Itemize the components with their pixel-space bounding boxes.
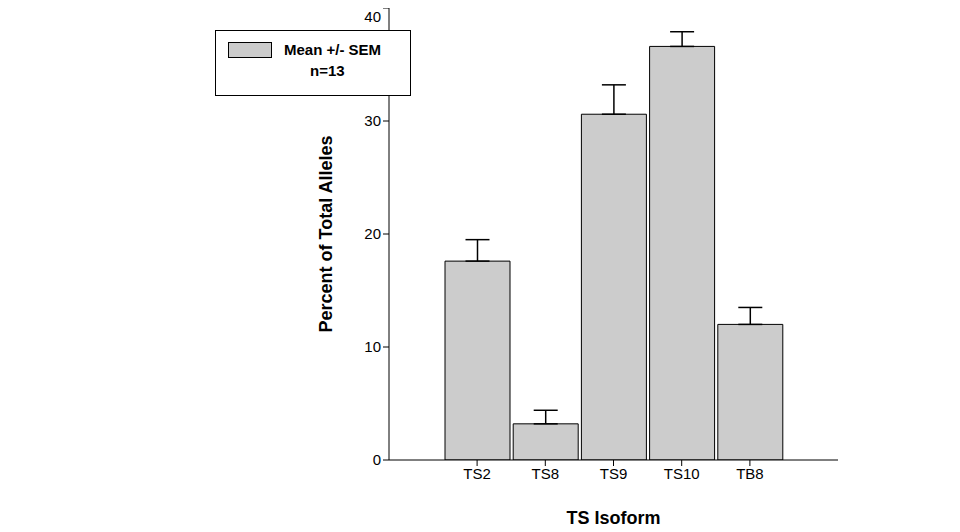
- svg-text:TS10: TS10: [664, 465, 700, 482]
- svg-text:10: 10: [364, 338, 381, 355]
- svg-text:TS2: TS2: [463, 465, 491, 482]
- html-text:Mean +/- SEM: Mean +/- SEM: [284, 41, 382, 58]
- html-text:n=13: n=13: [310, 62, 345, 79]
- svg-text:TS9: TS9: [600, 465, 628, 482]
- svg-text:30: 30: [364, 112, 381, 129]
- svg-text:20: 20: [364, 225, 381, 242]
- svg-text:Percent of Total Alleles: Percent of Total Alleles: [316, 135, 336, 332]
- svg-text:TB8: TB8: [736, 465, 764, 482]
- svg-text:40: 40: [364, 8, 381, 25]
- svg-text:0: 0: [373, 451, 381, 468]
- svg-text:TS Isoform: TS Isoform: [566, 508, 660, 528]
- svg-text:TS8: TS8: [532, 465, 560, 482]
